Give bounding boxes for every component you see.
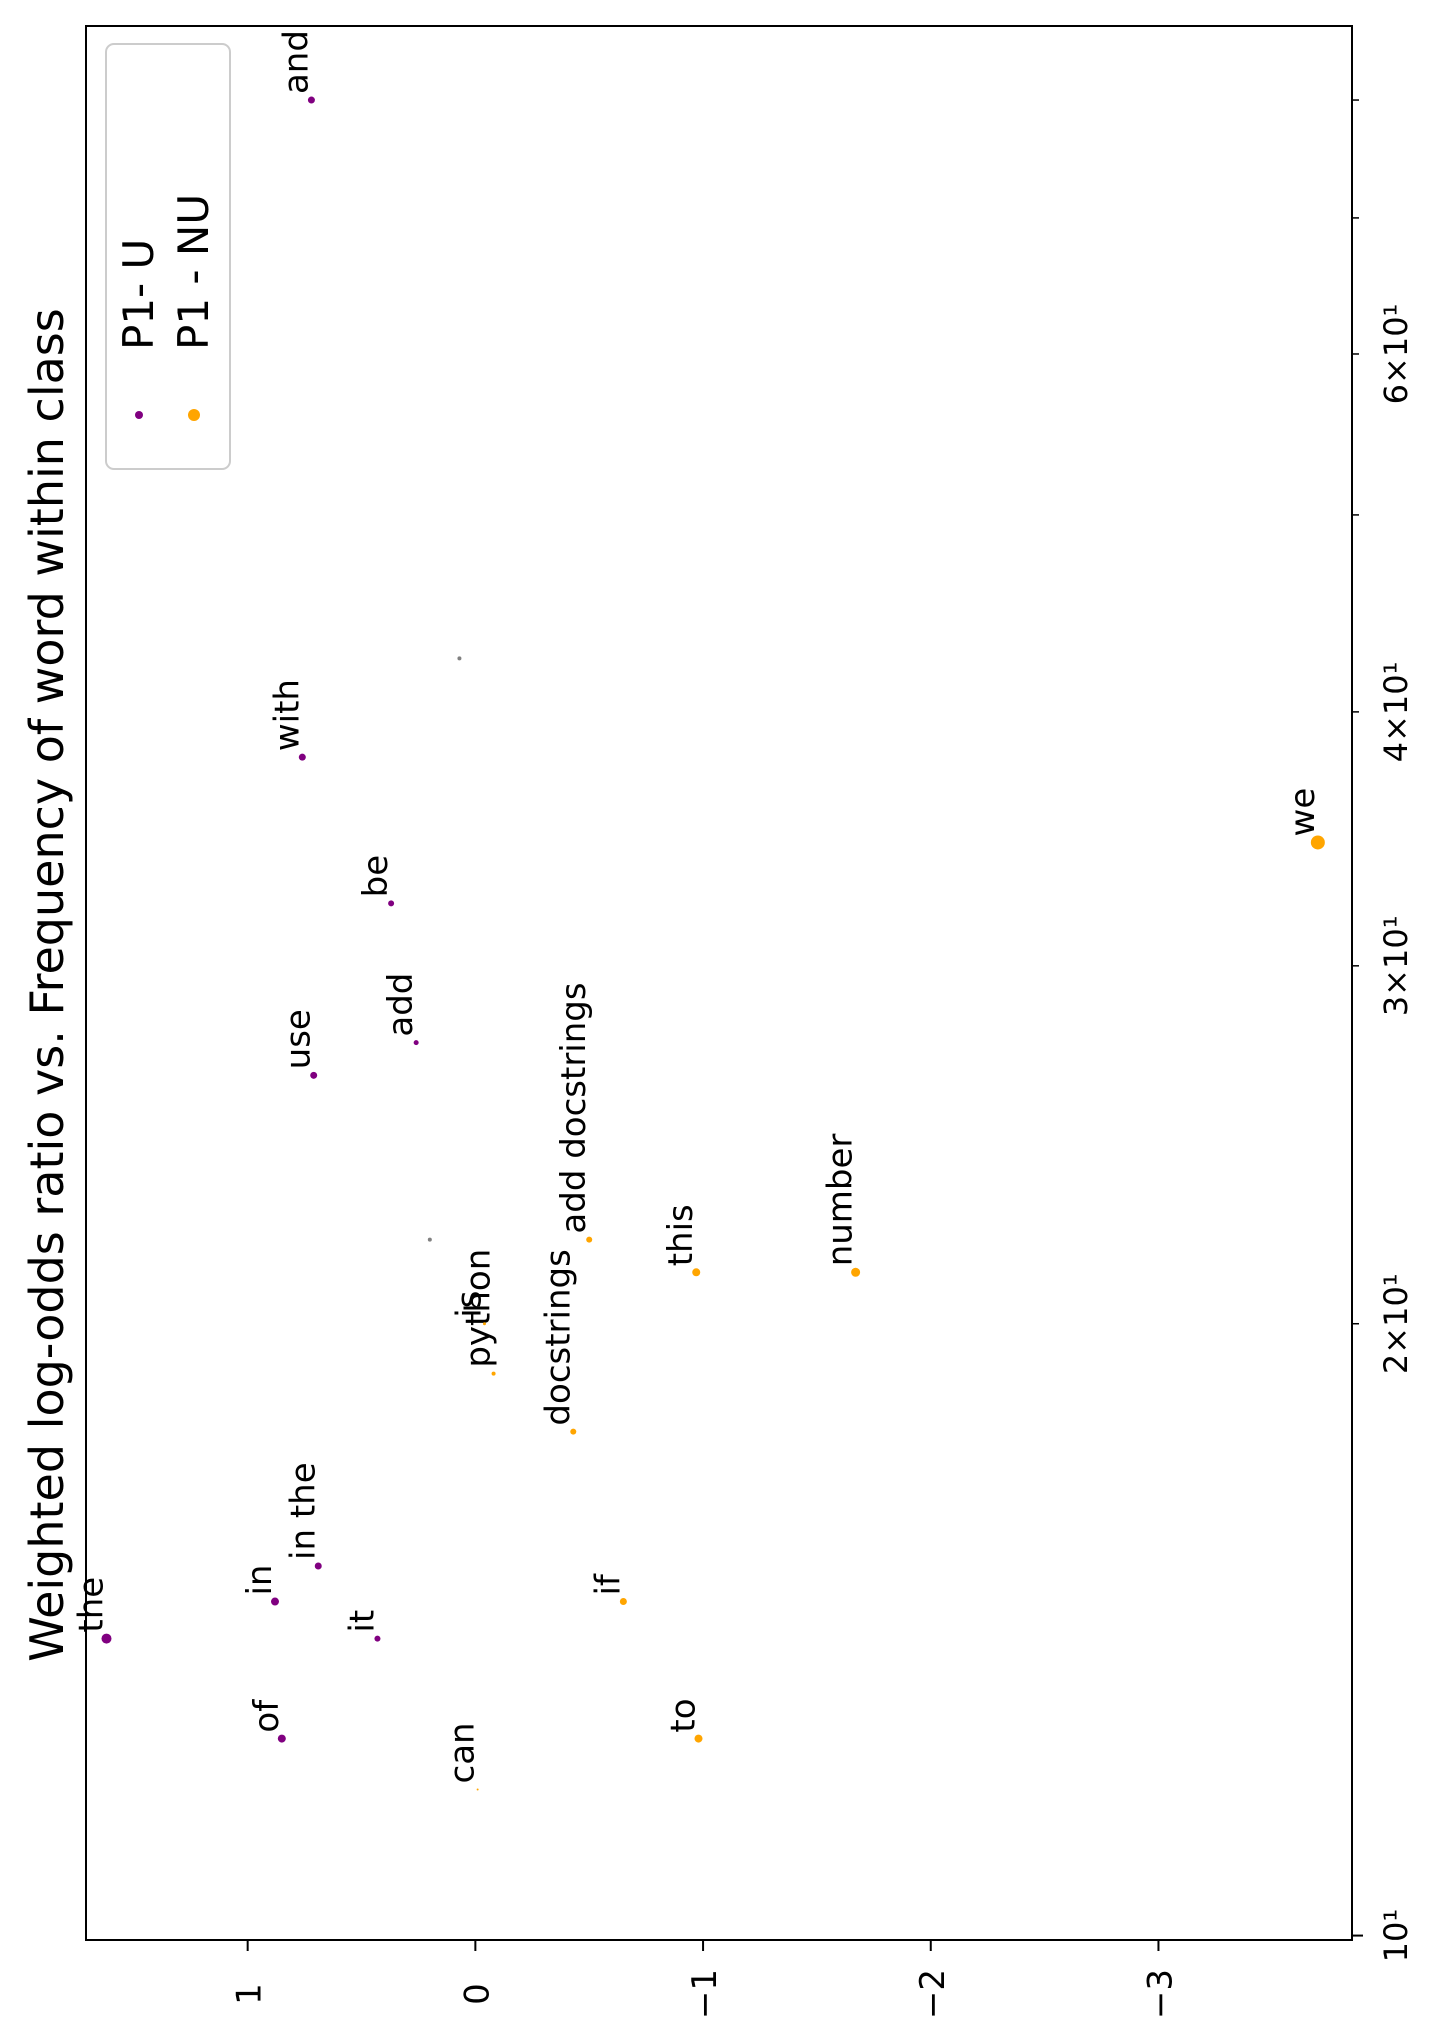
point-label: number [821,1134,861,1267]
data-point [851,1267,861,1277]
data-point [482,1322,486,1326]
point-label: in the [283,1462,323,1560]
data-point [314,1562,322,1570]
data-point [586,1236,593,1243]
data-point [270,1597,279,1606]
plot-area: 1 0 −1 −2 −3 10¹ 2×10¹ 3×10¹ 4×10¹ 6×10¹ the of in it… [71,25,1415,2019]
point-label: the [71,1577,111,1633]
point-label: if [588,1573,628,1595]
data-point [1310,835,1325,850]
data-point [413,1040,419,1046]
data-point [457,656,462,661]
legend: P1- U P1 - NU [105,43,231,470]
data-point [476,1788,479,1791]
y-tick-label: −3 [1140,1969,1180,2019]
x-tick-label: 4×10¹ [1377,662,1415,763]
data-point [310,1071,318,1079]
x-tick-label: 3×10¹ [1377,915,1415,1016]
point-label: be [356,855,396,898]
legend-box [105,43,231,470]
point-label: can [443,1722,483,1783]
y-tick-label: 0 [457,1983,497,2005]
data-point [388,900,395,907]
x-tick-label: 2×10¹ [1377,1273,1415,1374]
data-point [307,96,315,104]
point-label: use [279,1009,319,1069]
point-label: in [240,1565,280,1596]
x-tick-label: 6×10¹ [1377,304,1415,405]
data-point [427,1237,432,1242]
y-tick-label: 1 [230,1983,270,2005]
legend-marker [135,411,143,419]
legend-marker [188,409,200,421]
legend-label: P1- U [114,239,163,350]
data-point [570,1428,577,1435]
point-label: it [342,1610,382,1633]
point-label: docstrings [538,1249,578,1425]
x-tick-label: 10¹ [1377,1909,1415,1963]
plot-frame [85,25,1353,1941]
point-label: is [449,1291,489,1318]
data-point [277,1734,286,1743]
point-label: and [276,30,316,94]
data-point [374,1635,381,1642]
point-label: to [664,1698,704,1732]
data-point [692,1268,701,1277]
point-label: add docstrings [554,982,594,1233]
data-point [101,1633,112,1644]
point-label: we [1283,788,1323,837]
point-label: add [381,973,421,1037]
legend-label: P1 - NU [169,194,218,350]
data-point [619,1598,627,1606]
point-label: of [247,1699,287,1733]
data-point [694,1734,703,1743]
chart-title: Weighted log-odds ratio vs. Frequency of… [20,308,74,1661]
y-tick-label: −2 [913,1969,953,2019]
y-tick-label: −1 [685,1969,725,2019]
point-label: this [661,1204,701,1266]
data-point [298,753,306,761]
point-label: with [267,679,307,751]
point-label: python [459,1249,499,1368]
data-point [491,1371,496,1376]
